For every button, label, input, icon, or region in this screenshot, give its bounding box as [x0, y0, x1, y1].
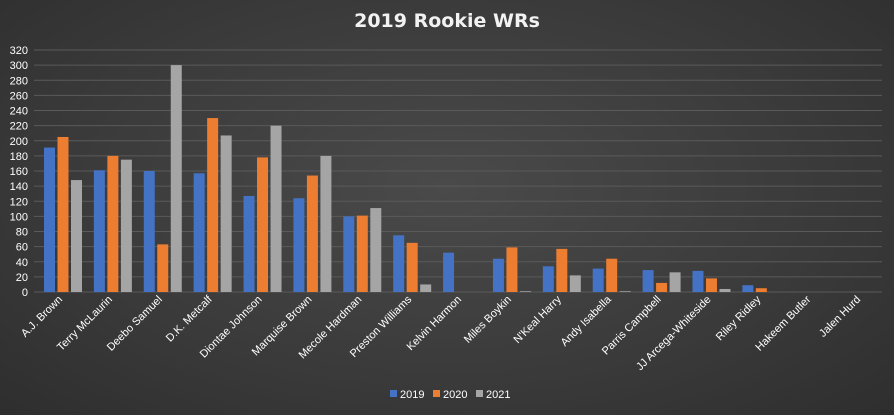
bar-2019: [44, 147, 55, 292]
legend-swatch-2021: [476, 390, 483, 397]
x-tick-label: N'Keal Harry: [512, 293, 565, 346]
y-tick-label: 60: [16, 242, 28, 254]
y-tick-label: 300: [10, 60, 28, 72]
bar-2020: [107, 155, 119, 292]
legend-label: 2021: [486, 389, 510, 401]
y-tick-label: 40: [16, 257, 28, 269]
y-tick-label: 140: [10, 181, 28, 193]
bar-2021: [170, 65, 182, 292]
bar-2019: [143, 171, 155, 292]
x-tick-label: Riley Ridley: [714, 293, 764, 343]
y-tick-label: 320: [10, 45, 28, 57]
bar-2021: [719, 288, 731, 292]
bar-2021: [71, 180, 82, 292]
y-tick-label: 280: [10, 75, 28, 87]
x-tick-label: D.K. Metcalf: [164, 293, 216, 345]
bar-2021: [370, 208, 382, 292]
bar-2019: [393, 235, 405, 292]
bar-2019: [343, 216, 355, 292]
bar-2021: [669, 272, 681, 292]
bar-2021: [569, 275, 581, 292]
bar-2020: [257, 157, 269, 292]
bar-2020: [755, 288, 767, 292]
legend: 2019 2020 2021: [390, 389, 510, 401]
y-tick-label: 220: [10, 121, 28, 133]
bar-2019: [243, 195, 255, 292]
bar-2019: [642, 270, 654, 292]
legend-label: 2019: [400, 389, 424, 401]
x-tick-label: A.J. Brown: [19, 294, 65, 340]
bar-2019: [692, 270, 704, 292]
bar-2021: [220, 135, 232, 292]
bar-2019: [293, 198, 305, 292]
bar-2020: [356, 215, 368, 292]
y-tick-label: 160: [10, 166, 28, 178]
y-tick-label: 100: [10, 211, 28, 223]
bar-2019: [443, 252, 455, 292]
bar-2019: [193, 173, 205, 292]
y-tick-label: 200: [10, 136, 28, 148]
bar-2020: [506, 247, 518, 292]
bar-2021: [120, 159, 132, 292]
y-tick-label: 240: [10, 106, 28, 118]
bar-2020: [556, 248, 568, 292]
y-tick-label: 0: [22, 287, 28, 299]
bar-2019: [742, 285, 754, 292]
legend-swatch-2019: [390, 390, 397, 397]
legend-swatch-2020: [433, 390, 440, 397]
bar-2021: [619, 291, 631, 292]
bar-2020: [207, 118, 219, 292]
bar-2020: [306, 175, 318, 292]
y-tick-label: 260: [10, 90, 28, 102]
bar-2019: [542, 266, 554, 292]
bar-2020: [705, 278, 717, 292]
bars: [44, 65, 767, 292]
bar-2020: [606, 258, 618, 292]
bar-2019: [93, 170, 105, 292]
bar-2021: [420, 284, 432, 292]
bar-2019: [592, 268, 604, 292]
x-tick-label: Miles Boykin: [462, 294, 514, 346]
y-tick-label: 20: [16, 272, 28, 284]
y-tick-label: 180: [10, 151, 28, 163]
x-tick-label: Andy Isabella: [559, 293, 615, 349]
bar-2020: [406, 242, 418, 292]
bar-2021: [519, 291, 531, 292]
x-tick-label: Jalen Hurd: [817, 294, 863, 340]
bar-2020: [656, 282, 668, 292]
bar-2020: [157, 244, 169, 292]
chart-title: 2019 Rookie WRs: [354, 10, 540, 32]
bar-2019: [492, 258, 504, 292]
legend-label: 2020: [443, 389, 467, 401]
bar-2020: [57, 136, 69, 292]
bar-2021: [270, 125, 282, 292]
y-axis-ticks: 0 20 40 60 80 100 120 140 160 180 200 220 240 260 280 3…: [10, 45, 28, 299]
bar-2021: [320, 155, 332, 292]
y-tick-label: 120: [10, 196, 28, 208]
y-tick-label: 80: [16, 227, 28, 239]
